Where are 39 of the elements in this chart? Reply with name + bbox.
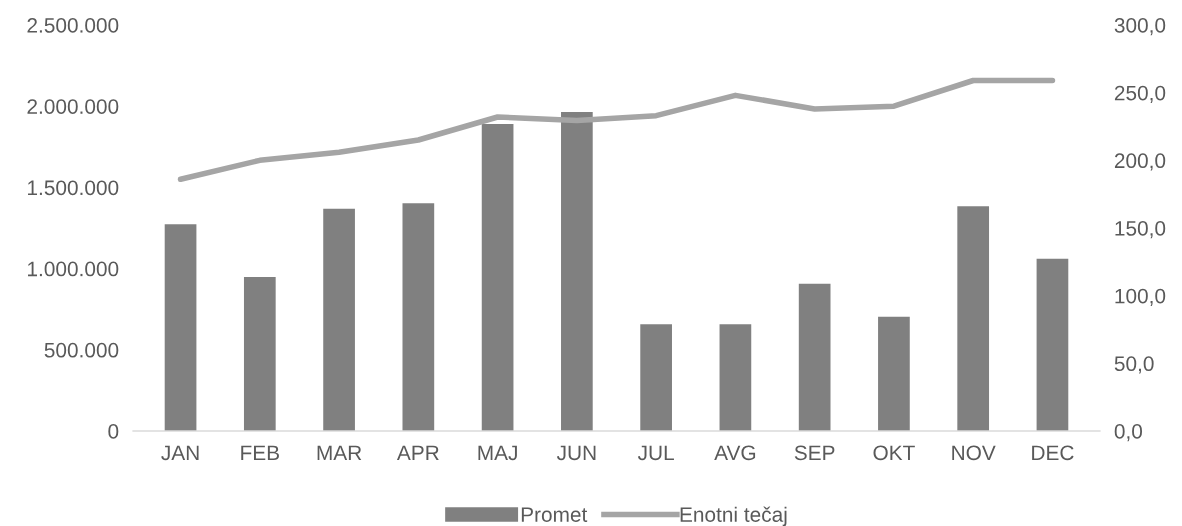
y-tick-label: 1.000.000 [28,261,119,277]
legend-label: Promet [521,507,588,522]
bar [957,206,990,431]
bar [164,224,197,431]
y-tick-label: 500.000 [44,342,119,358]
bar [323,208,355,431]
x-tick-label: NOV [952,445,996,461]
x-tick-label: APR [396,445,439,460]
bar [719,324,752,431]
bar [561,111,593,431]
bar [798,283,831,431]
x-tick-label: JUL [637,445,674,461]
bar [878,316,910,431]
y-tick-label: 1.500.000 [28,180,119,196]
x-tick-label: JUN [556,445,596,461]
y2-tick-label: 100,0 [1115,288,1166,306]
bar [640,324,672,431]
bar [481,123,514,431]
x-tick-label: MAR [317,445,362,460]
y2-tick-label: 0,0 [1114,424,1143,442]
legend-label: Enotni tečaj [680,506,787,526]
x-tick-label: DEC [1032,445,1074,461]
x-tick-label: FEB [241,445,279,460]
x-tick-label: SEP [794,445,835,461]
y2-tick-label: 200,0 [1114,153,1166,171]
y2-tick-label: 300,0 [1114,18,1166,36]
y2-tick-label: 150,0 [1115,221,1166,239]
y2-tick-label: 250,0 [1114,85,1166,103]
bar [243,277,276,431]
x-tick-label: JAN [161,445,199,461]
y-tick-label: 0 [108,424,119,439]
bar [1036,258,1069,431]
x-tick-label: MAJ [478,445,517,461]
x-tick-label: OKT [873,445,915,461]
bar [402,203,435,431]
y-tick-label: 2.500.000 [27,18,119,33]
x-tick-label: AVG [714,445,756,461]
y2-tick-label: 50,0 [1114,356,1154,374]
y-tick-label: 2.000.000 [27,99,119,114]
